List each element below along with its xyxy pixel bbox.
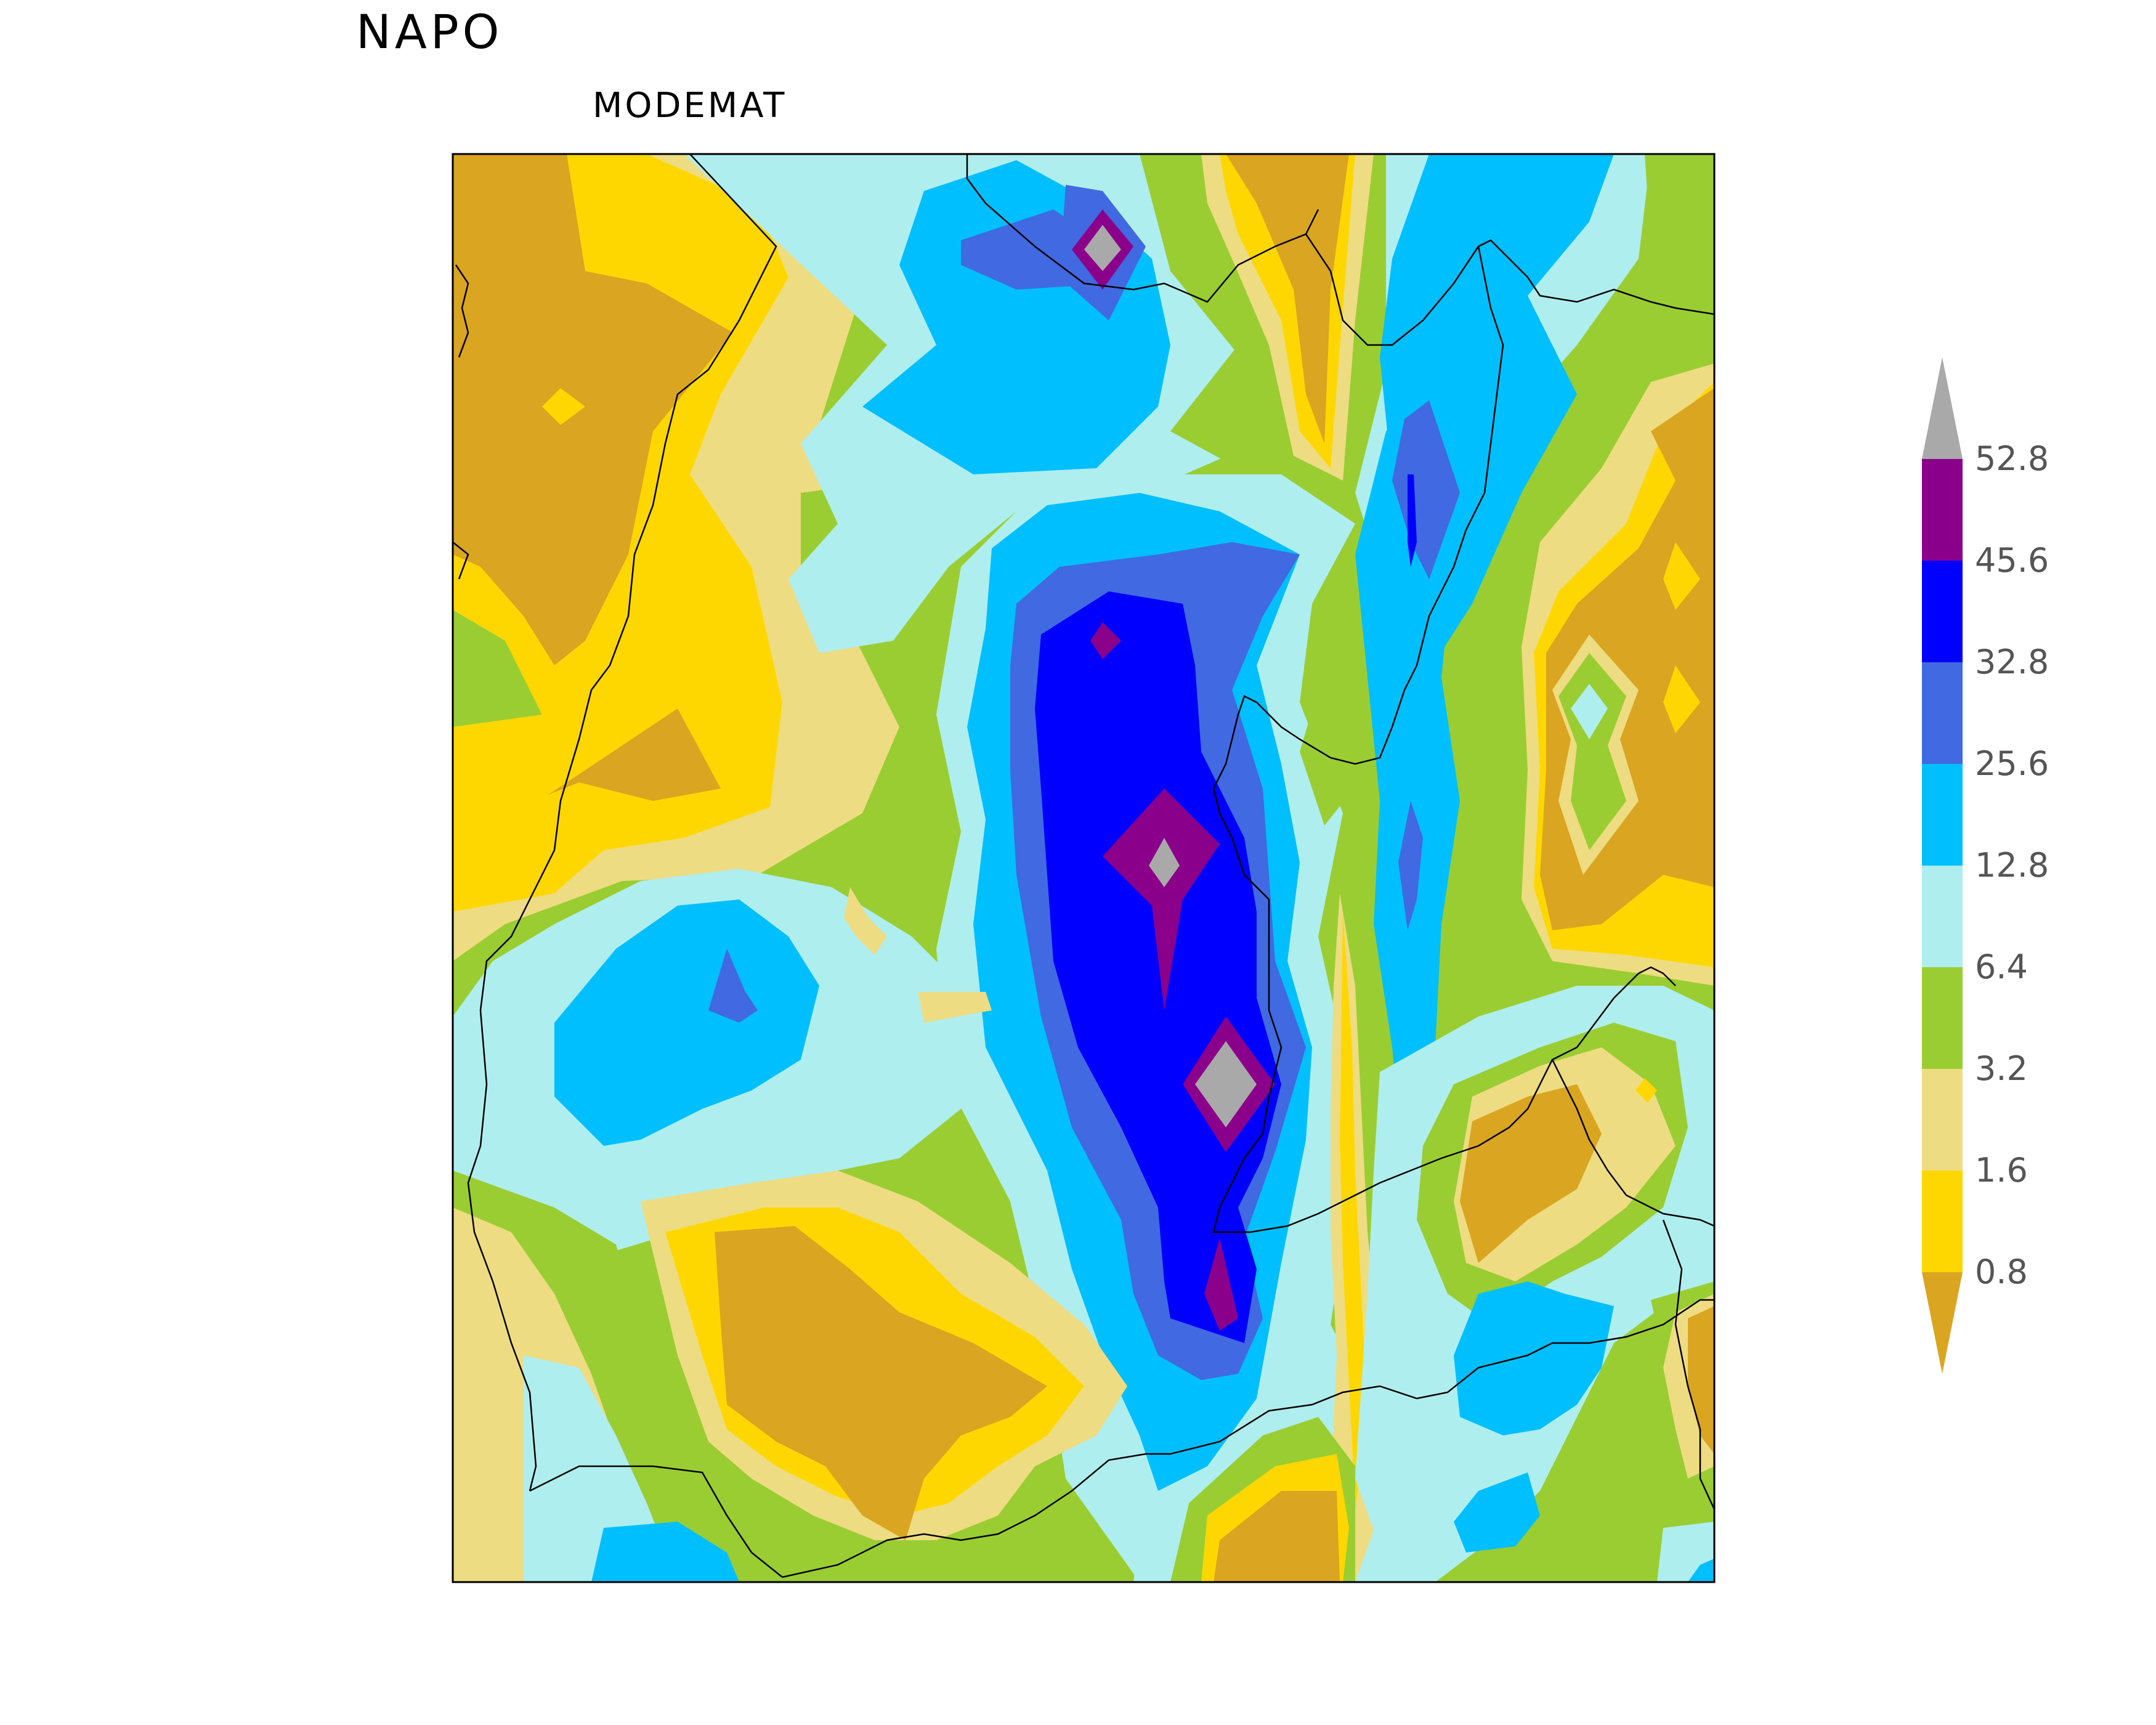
- contour-east-col-royal-2: [1398, 801, 1423, 930]
- contour-central-purple-b: [1103, 789, 1220, 1010]
- contour-east-cyan-ring: [1571, 684, 1608, 739]
- contour-se-sky-corner: [1688, 1559, 1714, 1582]
- contour-s-goldenrod: [1214, 1491, 1340, 1582]
- contour-se-goldenrod: [1460, 1084, 1602, 1263]
- contour-north-grey: [1084, 225, 1121, 271]
- contour-s-cyan-edge: [1133, 1491, 1189, 1582]
- contour-sw-khaki-spot-2: [918, 992, 992, 1023]
- contour-west-goldenrod: [453, 154, 733, 665]
- contour-se-sky-b: [1454, 1472, 1540, 1552]
- colorbar-swatch: [1922, 561, 1963, 662]
- colorbar-label: 32.8: [1975, 643, 2049, 681]
- contour-sw-khaki-spot: [844, 887, 887, 955]
- boundary-g: [782, 1299, 1714, 1578]
- contour-northc-goldenrod: [1226, 154, 1349, 444]
- colorbar-label: 1.6: [1975, 1151, 2028, 1190]
- boundary-e: [1551, 1059, 1714, 1227]
- contour-east-axis-goldenrod: [1340, 912, 1368, 1509]
- colorbar-bottom-arrow: [1922, 1272, 1963, 1374]
- colorbar: 52.8 45.6 32.8 25.6 12.8 6.4 3.2 1.6 0.8: [1922, 357, 2049, 1374]
- boundary-f: [529, 1465, 783, 1578]
- contour-central-grey-c: [1195, 1041, 1257, 1127]
- boundary-h: [1662, 1219, 1714, 1510]
- map-subtitle: MODEMAT: [593, 86, 787, 126]
- contour-east-gold-v2: [1663, 665, 1700, 733]
- contour-east-col-blue: [1408, 474, 1417, 567]
- contour-east-gold-v: [1663, 542, 1700, 610]
- contour-sw-goldenrod-b: [715, 1226, 1047, 1540]
- contour-se-goldenrod-b: [1688, 1306, 1714, 1454]
- contour-sw-royal: [708, 949, 758, 1023]
- map-title: NAPO: [356, 4, 503, 59]
- colorbar-swatch: [1922, 459, 1963, 561]
- boundary-d: [1212, 246, 1676, 1233]
- colorbar-label: 6.4: [1975, 948, 2028, 986]
- colorbar-top-arrow: [1922, 357, 1963, 459]
- colorbar-swatch: [1922, 1171, 1963, 1272]
- boundary-i: [455, 264, 469, 358]
- colorbar-label: 45.6: [1975, 541, 2049, 580]
- contour-west-goldenrod-2: [548, 708, 721, 801]
- boundaries: [453, 154, 1714, 1578]
- contour-central-blue: [1035, 591, 1281, 1343]
- contour-se-sky: [1454, 1281, 1614, 1435]
- colorbar-swatch: [1922, 764, 1963, 866]
- colorbar-label: 25.6: [1975, 744, 2049, 783]
- colorbar-swatch: [1922, 967, 1963, 1069]
- contour-ne-green-spot: [1589, 320, 1608, 336]
- contour-central-purple-d: [1204, 1238, 1238, 1331]
- colorbar-swatch: [1922, 1069, 1963, 1171]
- plot-frame: [452, 153, 1716, 1583]
- contour-west-gold-spot: [542, 388, 585, 425]
- boundary-b: [966, 154, 1319, 303]
- boundary-a: [467, 154, 777, 1492]
- contour-central-purple-a: [1090, 622, 1121, 659]
- colorbar-label: 52.8: [1975, 439, 2049, 478]
- colorbar-label: 12.8: [1975, 846, 2049, 885]
- contour-ne-green: [1626, 154, 1714, 376]
- colorbar-swatch: [1922, 662, 1963, 764]
- contour-sw-sky-b: [591, 1522, 739, 1582]
- boundary-j: [453, 542, 469, 580]
- colorbar-label: 3.2: [1975, 1049, 2028, 1088]
- contour-east-axis-green: [1300, 616, 1349, 826]
- contour-sw-sky: [554, 899, 819, 1146]
- boundary-c: [1305, 233, 1714, 346]
- contour-central-grey-b: [1149, 838, 1180, 887]
- contour-field: [453, 154, 1714, 1582]
- colorbar-swatch: [1922, 866, 1963, 967]
- contour-west-green-a: [453, 610, 542, 727]
- contour-se-gold-spot: [1635, 1078, 1657, 1103]
- colorbar-label: 0.8: [1975, 1252, 2028, 1291]
